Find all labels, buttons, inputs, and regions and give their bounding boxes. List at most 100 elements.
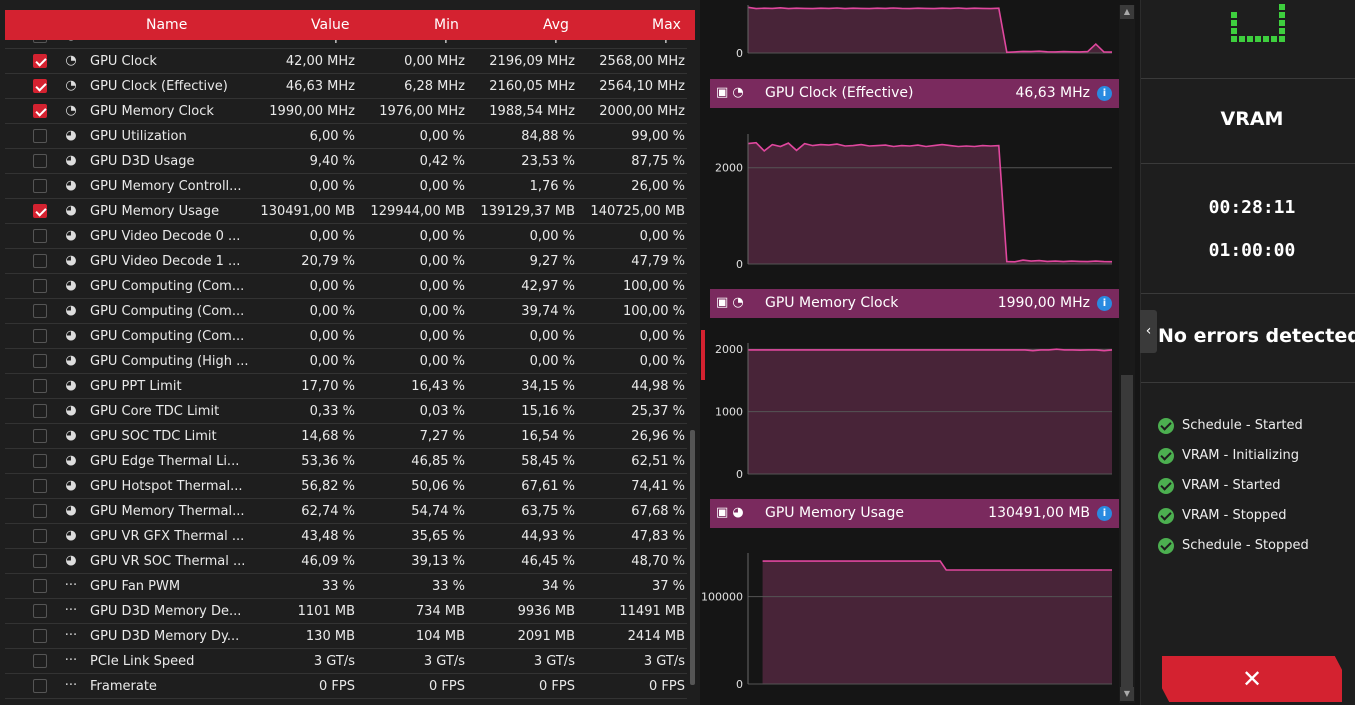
table-row[interactable]: ◕ GPU Computing (Com... 0,00 % 0,00 % 0,00 %… <box>5 324 687 349</box>
table-row[interactable]: ◕ GPU Memory Controll... 0,00 % 0,00 % 1,76 … <box>5 174 687 199</box>
row-checkbox[interactable] <box>33 454 47 468</box>
sensor-min: 3 GT/s <box>423 654 465 669</box>
row-checkbox[interactable] <box>33 479 47 493</box>
table-row[interactable]: ··· PCIe Link Speed 3 GT/s 3 GT/s 3 GT/s 3 GT… <box>5 649 687 674</box>
sensor-value: 130491,00 MB <box>260 204 355 219</box>
row-checkbox[interactable] <box>33 54 47 68</box>
sensor-name: GPU SOC TDC Limit <box>90 429 217 444</box>
sensor-value: 0,00 % <box>309 229 355 244</box>
graph-title: GPU Memory Clock <box>765 295 899 311</box>
row-checkbox[interactable] <box>33 679 47 693</box>
row-checkbox[interactable] <box>33 654 47 668</box>
table-row[interactable]: ◕ GPU Computing (High ... 0,00 % 0,00 % 0,00… <box>5 349 687 374</box>
sensor-name: GPU Video Decode 1 ... <box>90 254 241 269</box>
meter-icon: ◕ <box>65 303 77 318</box>
sensor-min: 129944,00 MB <box>370 204 465 219</box>
column-min[interactable]: Min <box>434 17 459 33</box>
sensor-min: 0,00 % <box>419 329 465 344</box>
table-row[interactable]: ◕ GPU PPT Limit 17,70 % 16,43 % 34,15 % 44,98… <box>5 374 687 399</box>
table-row[interactable]: ··· Framerate 0 FPS 0 FPS 0 FPS 0 FPS <box>5 674 687 699</box>
sensor-name: GPU Hotspot Thermal... <box>90 479 243 494</box>
row-checkbox[interactable] <box>33 204 47 218</box>
table-row[interactable]: ◔ GPU Memory Clock 1990,00 MHz 1976,00 MHz 1… <box>5 99 687 124</box>
sensor-value: 0,00 % <box>309 279 355 294</box>
column-avg[interactable]: Avg <box>543 17 569 33</box>
table-row[interactable]: ◕ GPU Video Decode 0 ... 0,00 % 0,00 % 0,00 … <box>5 224 687 249</box>
graph-gpu-clock: 0 <box>736 5 1113 60</box>
table-row[interactable]: ◕ GPU Hotspot Thermal... 56,82 % 50,06 % 67,… <box>5 474 687 499</box>
graph-header-gpu-clock-effective: ▣ ◔ GPU Clock (Effective) 46,63 MHz i <box>710 79 1120 108</box>
row-checkbox[interactable] <box>33 579 47 593</box>
row-checkbox[interactable] <box>33 329 47 343</box>
row-checkbox[interactable] <box>33 154 47 168</box>
sensor-name: GPU Memory Clock <box>90 104 214 119</box>
row-checkbox[interactable] <box>33 179 47 193</box>
row-checkbox[interactable] <box>33 254 47 268</box>
table-row[interactable]: ◕ GPU VR SOC Thermal ... 46,09 % 39,13 % 46,… <box>5 549 687 574</box>
table-row[interactable]: ◔ GPU Clock (Effective) 46,63 MHz 6,28 MHz 2… <box>5 74 687 99</box>
table-row[interactable]: ◕ GPU SOC TDC Limit 14,68 % 7,27 % 16,54 % 26… <box>5 424 687 449</box>
table-row[interactable]: ◕ GPU Core TDC Limit 0,33 % 0,03 % 15,16 % 25… <box>5 399 687 424</box>
row-checkbox[interactable] <box>33 554 47 568</box>
scroll-thumb[interactable] <box>1121 375 1133 690</box>
table-row[interactable]: ◕ GPU Utilization 6,00 % 0,00 % 84,88 % 99,00… <box>5 124 687 149</box>
row-checkbox[interactable] <box>33 229 47 243</box>
row-checkbox[interactable] <box>33 129 47 143</box>
sensor-max: 0 FPS <box>649 679 685 694</box>
graph-line <box>762 560 1112 571</box>
info-icon[interactable]: i <box>1097 296 1112 311</box>
sensor-value: 43,48 % <box>301 529 355 544</box>
meter-icon: ◕ <box>65 428 77 443</box>
row-checkbox[interactable] <box>33 304 47 318</box>
row-checkbox[interactable] <box>33 104 47 118</box>
sensor-avg: 1,76 % <box>529 179 575 194</box>
info-icon[interactable]: i <box>1097 86 1112 101</box>
table-row[interactable]: ◕ GPU Edge Thermal Li... 53,36 % 46,85 % 58,… <box>5 449 687 474</box>
info-icon[interactable]: i <box>1097 506 1112 521</box>
table-row[interactable]: ◕ GPU VR GFX Thermal ... 43,48 % 35,65 % 44,… <box>5 524 687 549</box>
sensor-max: 2564,10 MHz <box>599 79 685 94</box>
row-checkbox[interactable] <box>33 629 47 643</box>
sensor-avg: 84,88 % <box>521 129 575 144</box>
table-row[interactable]: ··· GPU D3D Memory Dy... 130 MB 104 MB 2091 … <box>5 624 687 649</box>
graph-value: 130491,00 MB <box>988 505 1090 521</box>
table-row[interactable]: ◕ GPU Video Decode 1 ... 20,79 % 0,00 % 9,27… <box>5 249 687 274</box>
row-checkbox[interactable] <box>33 279 47 293</box>
column-name[interactable]: Name <box>146 17 188 33</box>
row-checkbox[interactable] <box>33 354 47 368</box>
table-scrollbar[interactable] <box>690 430 695 685</box>
row-checkbox[interactable] <box>33 79 47 93</box>
y-tick-label: 0 <box>736 47 743 60</box>
table-row[interactable]: ◕ GPU D3D Usage 9,40 % 0,42 % 23,53 % 87,75 % <box>5 149 687 174</box>
sensor-avg: 2091 MB <box>517 629 575 644</box>
table-row[interactable]: ◕ GPU Computing (Com... 0,00 % 0,00 % 39,74 … <box>5 299 687 324</box>
column-value[interactable]: Value <box>311 17 350 33</box>
row-checkbox[interactable] <box>33 404 47 418</box>
row-checkbox[interactable] <box>33 529 47 543</box>
sensor-avg: 0,00 % <box>529 354 575 369</box>
progress-dot <box>1279 4 1285 10</box>
scroll-up-icon[interactable]: ▲ <box>1120 5 1134 19</box>
table-row[interactable]: ··· GPU D3D Memory De... 1101 MB 734 MB 9936… <box>5 599 687 624</box>
row-checkbox[interactable] <box>33 429 47 443</box>
table-row[interactable]: ··· GPU Fan PWM 33 % 33 % 34 % 37 % <box>5 574 687 599</box>
sensor-min: 0,00 MHz <box>404 54 465 69</box>
stop-test-button[interactable]: ✕ <box>1162 656 1342 702</box>
table-row[interactable]: ◕ GPU Memory Thermal... 62,74 % 54,74 % 63,7… <box>5 499 687 524</box>
collapse-panel-button[interactable]: ‹ <box>1140 310 1157 353</box>
scroll-down-icon[interactable]: ▼ <box>1120 687 1134 701</box>
row-checkbox[interactable] <box>33 604 47 618</box>
sensor-min: 0,03 % <box>419 404 465 419</box>
table-row[interactable]: ◔ GPU Clock 42,00 MHz 0,00 MHz 2196,09 MHz 25… <box>5 49 687 74</box>
progress-dot <box>1231 12 1237 18</box>
sensor-name: GPU D3D Memory De... <box>90 604 242 619</box>
sensor-min: 0 FPS <box>429 679 465 694</box>
column-max[interactable]: Max <box>652 17 681 33</box>
table-row[interactable]: ◕ GPU Computing (Com... 0,00 % 0,00 % 42,97 … <box>5 274 687 299</box>
row-checkbox[interactable] <box>33 504 47 518</box>
graph-scrollbar[interactable]: ▲ ▼ <box>1119 5 1135 703</box>
sensor-name: GPU Edge Thermal Li... <box>90 454 240 469</box>
row-checkbox[interactable] <box>33 379 47 393</box>
sensor-max: 0,00 % <box>639 329 685 344</box>
table-row[interactable]: ◕ GPU Memory Usage 130491,00 MB 129944,00 M… <box>5 199 687 224</box>
